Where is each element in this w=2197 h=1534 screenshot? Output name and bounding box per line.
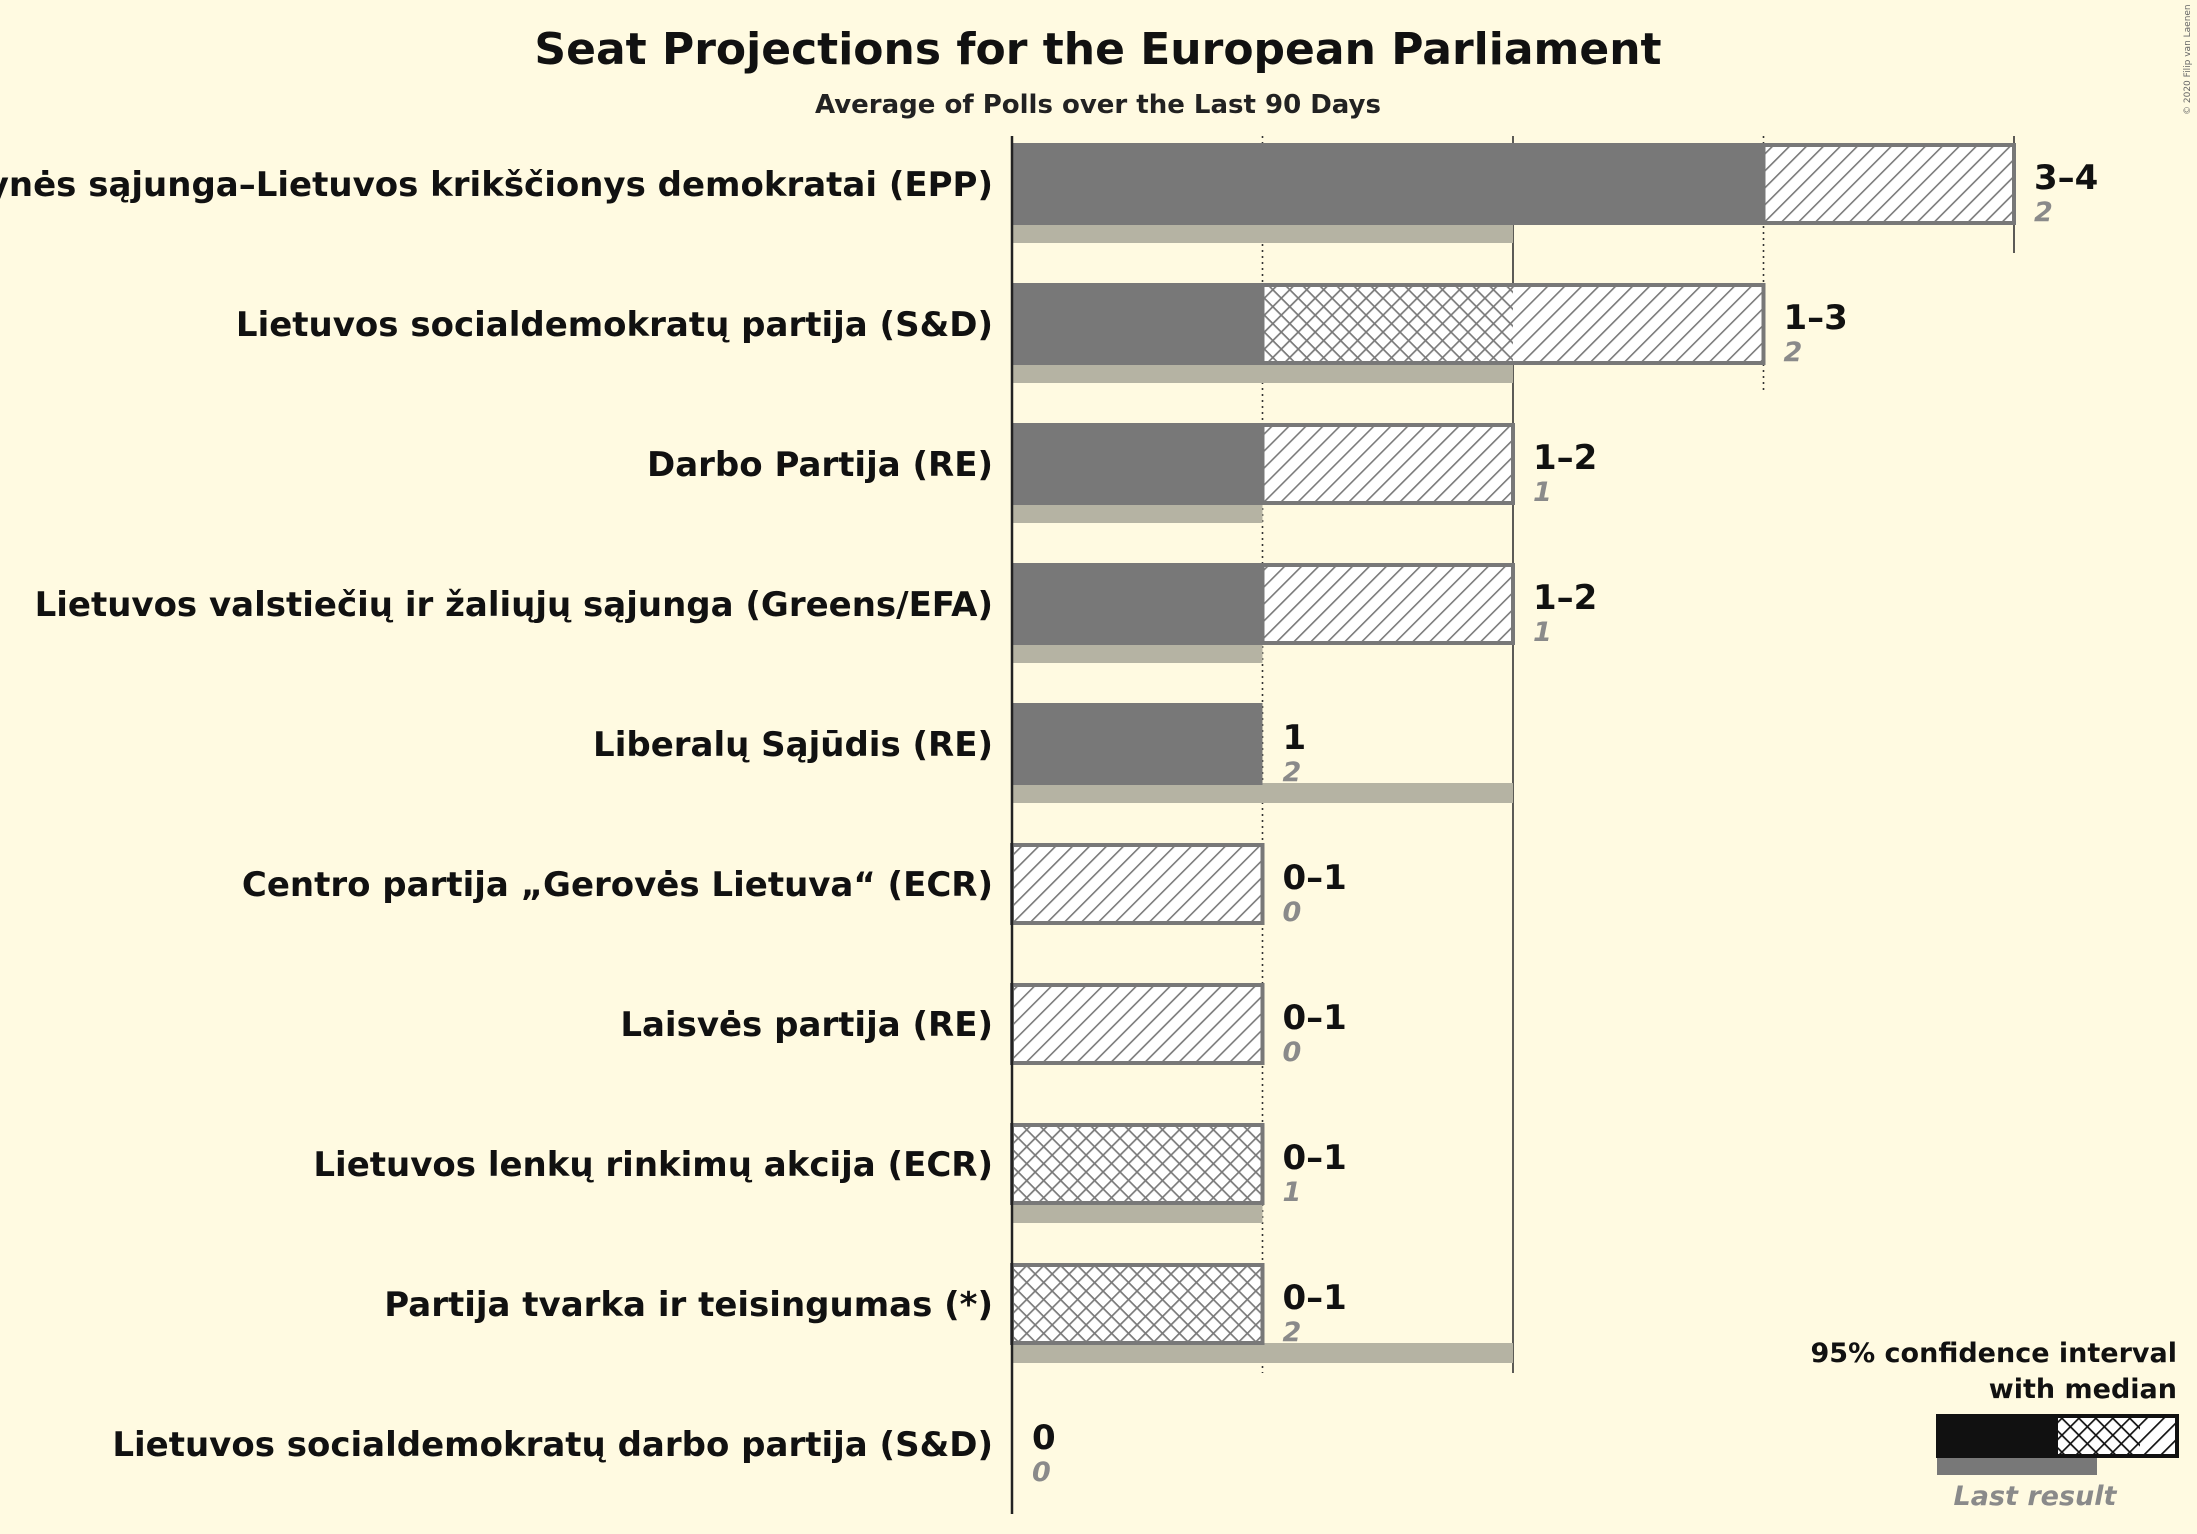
party-row: Lietuvos valstiečių ir žaliųjų sąjunga (… bbox=[35, 563, 1597, 663]
legend-cross-swatch bbox=[2056, 1416, 2140, 1456]
ci-outline bbox=[1761, 143, 2016, 225]
certain-seats-bar bbox=[1012, 143, 1764, 225]
certain-seats-bar bbox=[1012, 423, 1263, 505]
party-row: Lietuvos socialdemokratų darbo partija (… bbox=[112, 1418, 1055, 1488]
ci-to-median-bar bbox=[1012, 1265, 1263, 1343]
last-result-bar bbox=[1012, 223, 1513, 243]
last-result-label: 2 bbox=[2034, 197, 2053, 228]
ci-to-median-bar bbox=[1262, 285, 1513, 363]
last-result-label: 0 bbox=[1283, 1037, 1302, 1068]
range-label: 1–2 bbox=[1533, 438, 1597, 478]
last-result-bar bbox=[1012, 503, 1263, 523]
party-row: Partija tvarka ir teisingumas (*) 0–12 bbox=[384, 1263, 1513, 1363]
certain-seats-bar bbox=[1012, 563, 1263, 645]
party-label: Lietuvos valstiečių ir žaliųjų sąjunga (… bbox=[35, 585, 993, 625]
range-label: 0–1 bbox=[1283, 1138, 1347, 1178]
legend-last-swatch bbox=[1937, 1455, 2097, 1475]
legend-ci-line1: 95% confidence interval bbox=[1811, 1338, 2177, 1369]
certain-seats-bar bbox=[1012, 283, 1263, 365]
range-label: 1 bbox=[1283, 718, 1307, 758]
party-row: Lietuvos socialdemokratų partija (S&D) 1–… bbox=[236, 283, 1848, 383]
range-label: 3–4 bbox=[2034, 158, 2098, 198]
chart-subtitle: Average of Polls over the Last 90 Days bbox=[815, 90, 1381, 120]
last-result-label: 1 bbox=[1533, 617, 1552, 648]
range-label: 1–2 bbox=[1533, 578, 1597, 618]
party-label: Lietuvos socialdemokratų partija (S&D) bbox=[236, 305, 993, 345]
ci-outline bbox=[1260, 283, 1766, 365]
ci-above-median-bar bbox=[1012, 845, 1263, 923]
legend-last-label: Last result bbox=[1954, 1481, 2118, 1512]
ci-outline bbox=[1260, 563, 1515, 645]
party-label: Tėvynės sąjunga–Lietuvos krikščionys dem… bbox=[0, 165, 993, 205]
last-result-label: 2 bbox=[1283, 757, 1302, 788]
last-result-bar bbox=[1012, 363, 1513, 383]
party-row: Lietuvos lenkų rinkimų akcija (ECR) 0–11 bbox=[313, 1123, 1347, 1223]
ci-above-median-bar bbox=[1262, 425, 1513, 503]
party-rows: Tėvynės sąjunga–Lietuvos krikščionys dem… bbox=[0, 143, 2098, 1488]
range-label: 0–1 bbox=[1283, 998, 1347, 1038]
certain-seats-bar bbox=[1012, 703, 1263, 785]
range-label: 0–1 bbox=[1283, 1278, 1347, 1318]
party-label: Centro partija „Gerovės Lietuva“ (ECR) bbox=[242, 865, 993, 905]
chart-title: Seat Projections for the European Parlia… bbox=[534, 24, 1661, 75]
ci-above-median-bar bbox=[1513, 285, 1764, 363]
party-label: Liberalų Sąjūdis (RE) bbox=[593, 725, 993, 765]
range-label: 1–3 bbox=[1784, 298, 1848, 338]
last-result-bar bbox=[1012, 783, 1513, 803]
party-label: Partija tvarka ir teisingumas (*) bbox=[384, 1285, 993, 1325]
party-label: Lietuvos socialdemokratų darbo partija (… bbox=[112, 1425, 993, 1465]
ci-above-median-bar bbox=[1262, 565, 1513, 643]
party-row: Laisvės partija (RE) 0–10 bbox=[620, 983, 1347, 1068]
last-result-label: 2 bbox=[1283, 1317, 1302, 1348]
legend: 95% confidence interval with median Last… bbox=[1811, 1338, 2179, 1512]
ci-above-median-bar bbox=[1012, 985, 1263, 1063]
ci-above-median-bar bbox=[1763, 145, 2014, 223]
last-result-label: 0 bbox=[1283, 897, 1302, 928]
party-label: Darbo Partija (RE) bbox=[647, 445, 993, 485]
last-result-bar bbox=[1012, 1203, 1263, 1223]
last-result-label: 1 bbox=[1533, 477, 1552, 508]
party-row: Tėvynės sąjunga–Lietuvos krikščionys dem… bbox=[0, 143, 2098, 243]
legend-median-swatch bbox=[1936, 1414, 2056, 1458]
last-result-label: 0 bbox=[1032, 1457, 1051, 1488]
legend-ci-line2: with median bbox=[1989, 1374, 2177, 1405]
last-result-bar bbox=[1012, 1343, 1513, 1363]
legend-ci-outline bbox=[2054, 1414, 2179, 1458]
range-label: 0–1 bbox=[1283, 858, 1347, 898]
party-row: Centro partija „Gerovės Lietuva“ (ECR) 0–… bbox=[242, 843, 1347, 928]
ci-outline bbox=[1260, 423, 1515, 505]
last-result-label: 2 bbox=[1784, 337, 1803, 368]
range-label: 0 bbox=[1032, 1418, 1056, 1458]
party-row: Liberalų Sąjūdis (RE) 12 bbox=[593, 703, 1513, 803]
legend-diag-swatch bbox=[2140, 1416, 2177, 1456]
ci-to-median-bar bbox=[1012, 1125, 1263, 1203]
party-row: Darbo Partija (RE) 1–21 bbox=[647, 423, 1597, 523]
party-label: Laisvės partija (RE) bbox=[620, 1005, 993, 1045]
copyright-note: © 2020 Filip van Laenen bbox=[2183, 4, 2193, 115]
last-result-bar bbox=[1012, 643, 1263, 663]
last-result-label: 1 bbox=[1283, 1177, 1302, 1208]
party-label: Lietuvos lenkų rinkimų akcija (ECR) bbox=[313, 1145, 993, 1185]
